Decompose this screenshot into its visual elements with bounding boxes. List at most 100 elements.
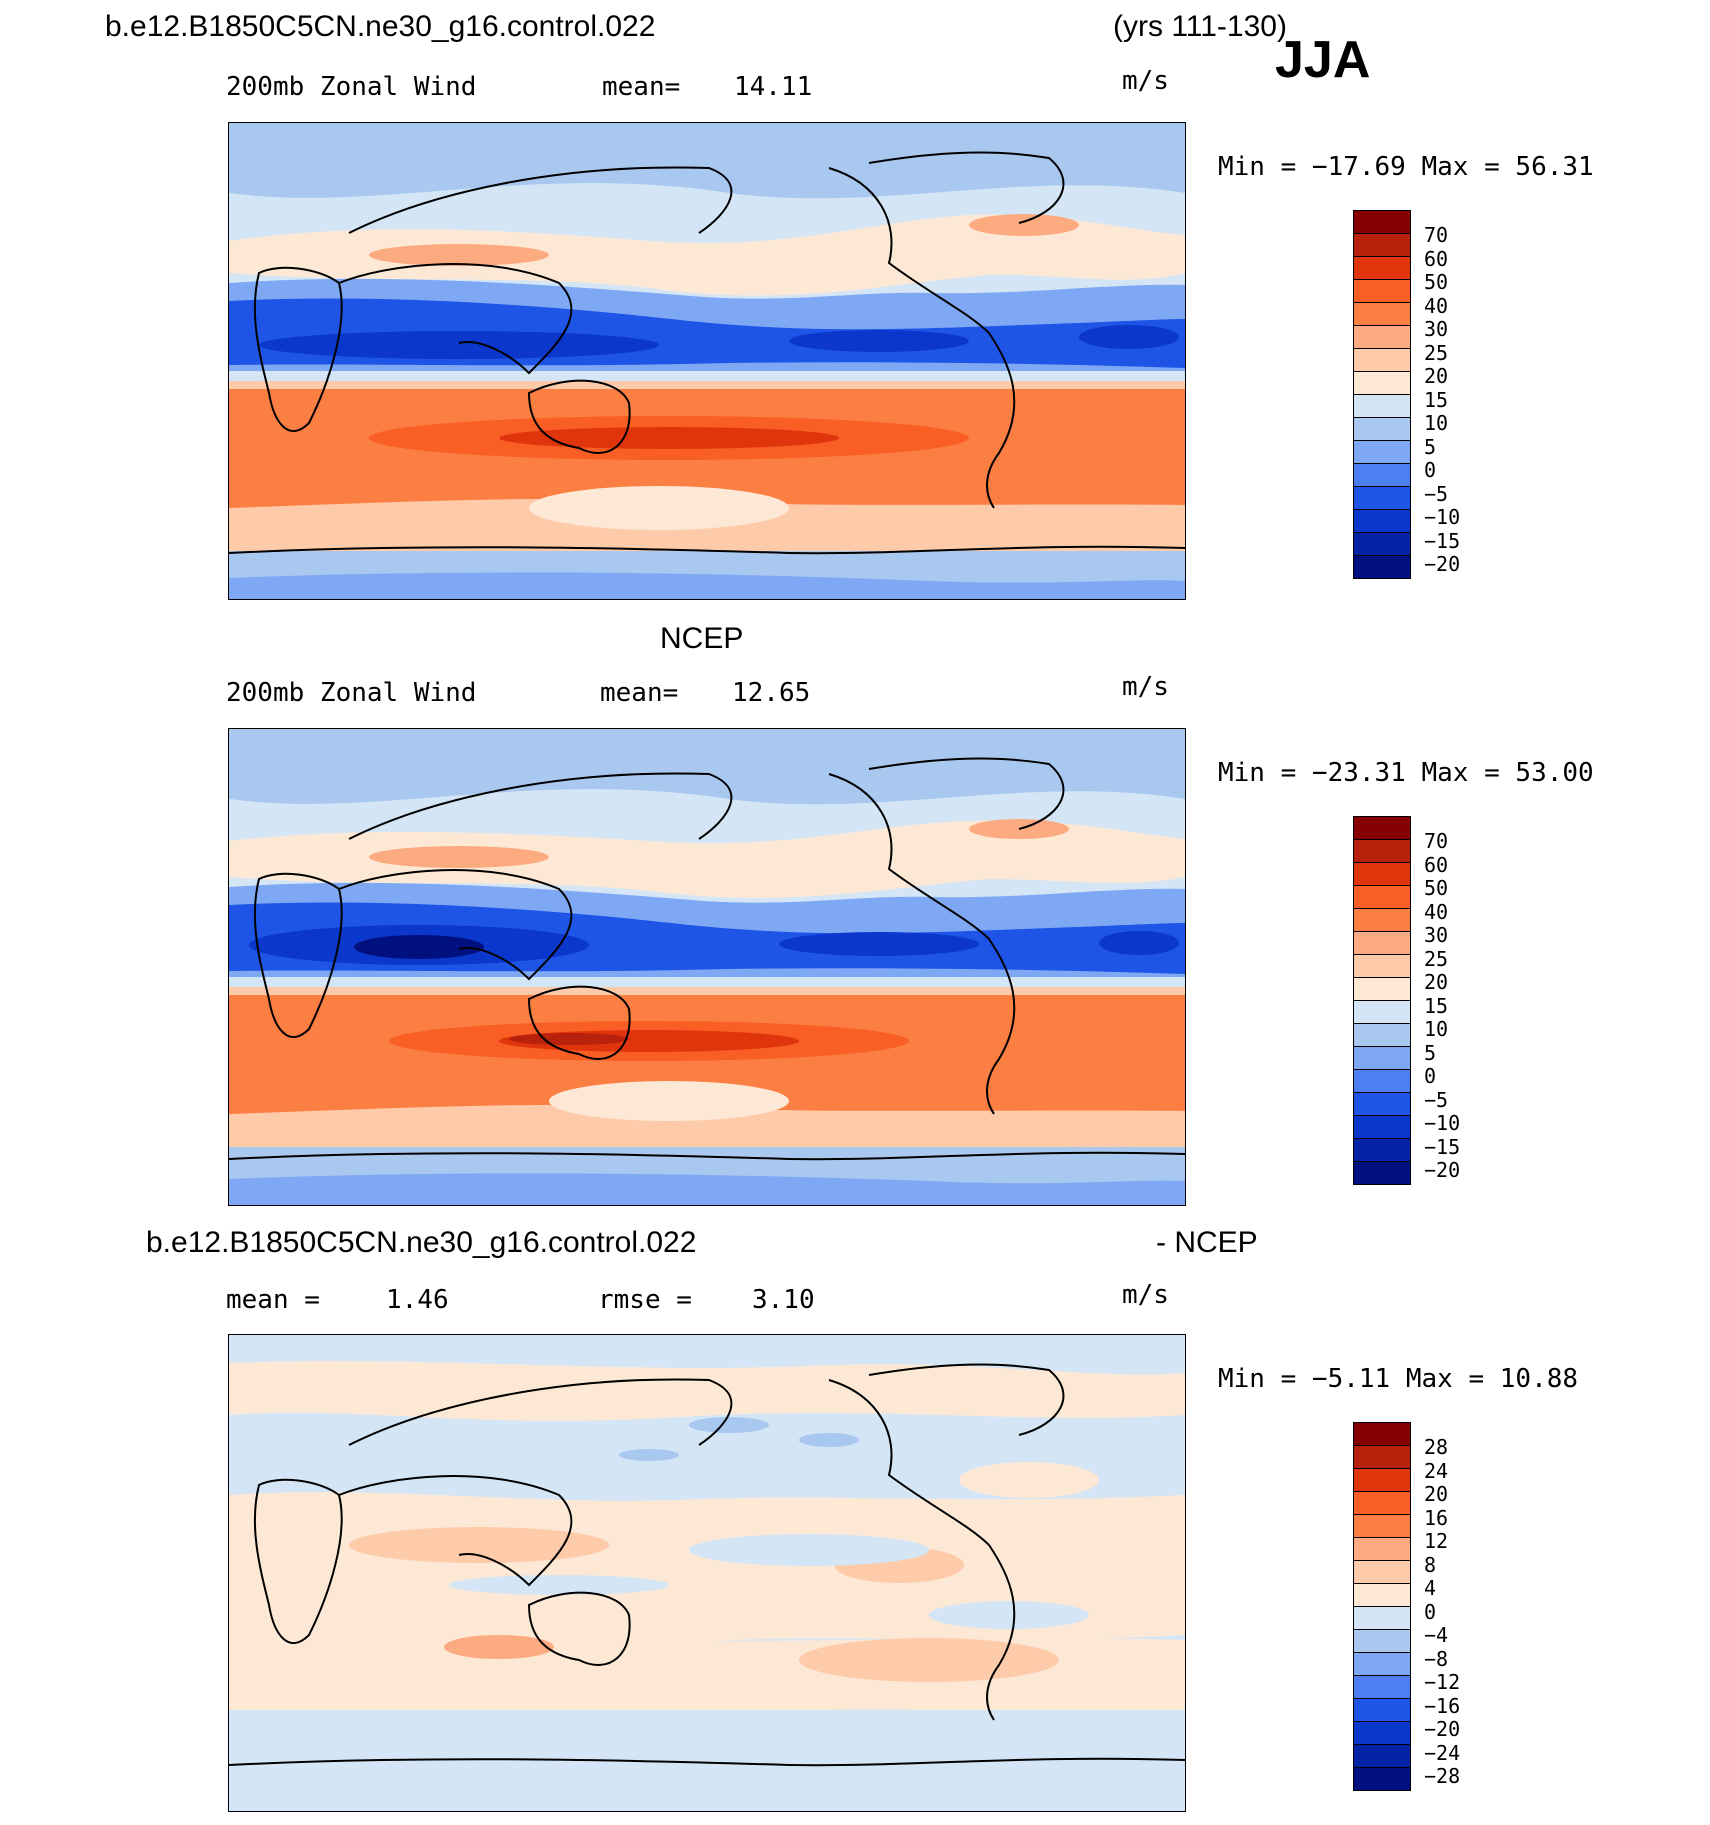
colorbar-tick-label: 0 <box>1424 1064 1437 1088</box>
colorbar-tick-label: 8 <box>1424 1552 1437 1577</box>
colorbar-swatch <box>1354 1423 1410 1446</box>
panel2-map <box>228 728 1186 1206</box>
panel1-minmax: Min = −17.69 Max = 56.31 <box>1218 152 1594 182</box>
colorbar-tick-label: −20 <box>1424 1158 1461 1182</box>
panel2-mean-label: mean= <box>600 678 679 708</box>
colorbar-tick-label: −10 <box>1424 505 1461 529</box>
colorbar-tick-label: 25 <box>1424 946 1449 971</box>
colorbar-tick-label: 4 <box>1424 1576 1437 1600</box>
colorbar-swatch <box>1354 533 1410 556</box>
colorbar-swatch <box>1354 909 1410 932</box>
colorbar-swatch <box>1354 1515 1410 1538</box>
colorbar-tick-label: −15 <box>1424 528 1461 553</box>
colorbar-tick-label: 30 <box>1424 317 1449 341</box>
colorbar-swatch <box>1354 955 1410 978</box>
colorbar-swatch <box>1354 1653 1410 1676</box>
case-title: b.e12.B1850C5CN.ne30_g16.control.022 <box>105 10 656 43</box>
colorbar-swatch <box>1354 1768 1410 1790</box>
panel2-mean-value: 12.65 <box>732 678 811 708</box>
colorbar-swatch <box>1354 817 1410 840</box>
colorbar-tick-label: 10 <box>1424 1017 1449 1041</box>
colorbar-tick-label: 20 <box>1424 1482 1449 1506</box>
panel3-rmse-label: rmse = <box>598 1285 692 1315</box>
panel3-mean-value: 1.46 <box>386 1285 449 1315</box>
colorbar-tick-label: 20 <box>1424 364 1449 388</box>
colorbar-swatch <box>1354 1162 1410 1184</box>
panel3-mean-label: mean = <box>226 1285 320 1315</box>
colorbar-swatch <box>1354 1139 1410 1162</box>
colorbar-swatch <box>1354 464 1410 487</box>
colorbar-swatch <box>1354 1607 1410 1630</box>
colorbar-tick-label: 40 <box>1424 293 1449 318</box>
colorbar-swatch <box>1354 487 1410 510</box>
colorbar-swatch <box>1354 510 1410 533</box>
colorbar-swatch <box>1354 1722 1410 1745</box>
colorbar-tick-label: −24 <box>1424 1740 1461 1765</box>
colorbar-swatch <box>1354 1561 1410 1584</box>
panel2-field-label: 200mb Zonal Wind <box>226 678 477 708</box>
panel1-mean-label: mean= <box>602 72 681 102</box>
colorbar-swatch <box>1354 349 1410 372</box>
colorbar-swatch <box>1354 1070 1410 1093</box>
panel2-units: m/s <box>1122 672 1169 702</box>
colorbar-swatch <box>1354 280 1410 303</box>
colorbar-tick-label: 24 <box>1424 1458 1449 1483</box>
colorbar-swatch <box>1354 886 1410 909</box>
panel3-minmax: Min = −5.11 Max = 10.88 <box>1218 1364 1579 1394</box>
colorbar-swatch <box>1354 1047 1410 1070</box>
season-label: JJA <box>1275 31 1371 89</box>
colorbar-tick-label: 0 <box>1424 458 1437 482</box>
colorbar-tick-label: −5 <box>1424 1087 1449 1112</box>
colorbar-tick-label: −20 <box>1424 1717 1461 1741</box>
colorbar-swatch <box>1354 1538 1410 1561</box>
colorbar-tick-label: 20 <box>1424 970 1449 994</box>
colorbar-swatch <box>1354 932 1410 955</box>
colorbar-tick-label: −5 <box>1424 481 1449 506</box>
colorbar-tick-label: 12 <box>1424 1529 1449 1553</box>
colorbar-swatch <box>1354 840 1410 863</box>
colorbar-swatch <box>1354 556 1410 578</box>
panel2-minmax: Min = −23.31 Max = 53.00 <box>1218 758 1594 788</box>
colorbar-tick-label: 70 <box>1424 223 1449 247</box>
colorbar-tick-label: 50 <box>1424 876 1449 900</box>
colorbar-swatch <box>1354 1116 1410 1139</box>
colorbar-tick-label: 60 <box>1424 852 1449 877</box>
colorbar-swatch <box>1354 441 1410 464</box>
colorbar-tick-label: −10 <box>1424 1111 1461 1135</box>
colorbar-tick-label: 10 <box>1424 411 1449 435</box>
panel2-colorbar <box>1353 816 1411 1185</box>
colorbar-swatch <box>1354 1469 1410 1492</box>
colorbar-swatch <box>1354 863 1410 886</box>
colorbar-swatch <box>1354 303 1410 326</box>
colorbar-swatch <box>1354 1676 1410 1699</box>
colorbar-tick-label: 70 <box>1424 829 1449 853</box>
colorbar-swatch <box>1354 1024 1410 1047</box>
panel1-colorbar <box>1353 210 1411 579</box>
colorbar-tick-label: −15 <box>1424 1134 1461 1159</box>
panel3-colorbar-labels: 28 24 20 16 12 8 4 0 −4 −8 −12 −16 −20 −… <box>1424 1435 1461 1789</box>
colorbar-swatch <box>1354 1745 1410 1768</box>
colorbar-swatch <box>1354 1699 1410 1722</box>
colorbar-tick-label: 5 <box>1424 434 1437 459</box>
colorbar-swatch <box>1354 211 1410 234</box>
colorbar-tick-label: 60 <box>1424 246 1449 271</box>
colorbar-tick-label: 30 <box>1424 923 1449 947</box>
panel2-title: NCEP <box>660 622 744 655</box>
colorbar-swatch <box>1354 1492 1410 1515</box>
colorbar-tick-label: −16 <box>1424 1693 1461 1718</box>
panel1-colorbar-labels: 70 60 50 40 30 25 20 15 10 5 0 −5 −10 −1… <box>1424 223 1461 577</box>
colorbar-swatch <box>1354 978 1410 1001</box>
colorbar-tick-label: 16 <box>1424 1505 1449 1530</box>
panel3-colorbar <box>1353 1422 1411 1791</box>
colorbar-tick-label: −4 <box>1424 1623 1449 1647</box>
colorbar-tick-label: 15 <box>1424 387 1449 412</box>
colorbar-tick-label: −28 <box>1424 1764 1461 1788</box>
colorbar-tick-label: 0 <box>1424 1599 1437 1624</box>
colorbar-swatch <box>1354 257 1410 280</box>
colorbar-tick-label: 28 <box>1424 1435 1449 1459</box>
colorbar-swatch <box>1354 1446 1410 1469</box>
panel3-map <box>228 1334 1186 1812</box>
colorbar-tick-label: −20 <box>1424 552 1461 576</box>
panel3-rmse-value: 3.10 <box>752 1285 815 1315</box>
colorbar-swatch <box>1354 1001 1410 1024</box>
